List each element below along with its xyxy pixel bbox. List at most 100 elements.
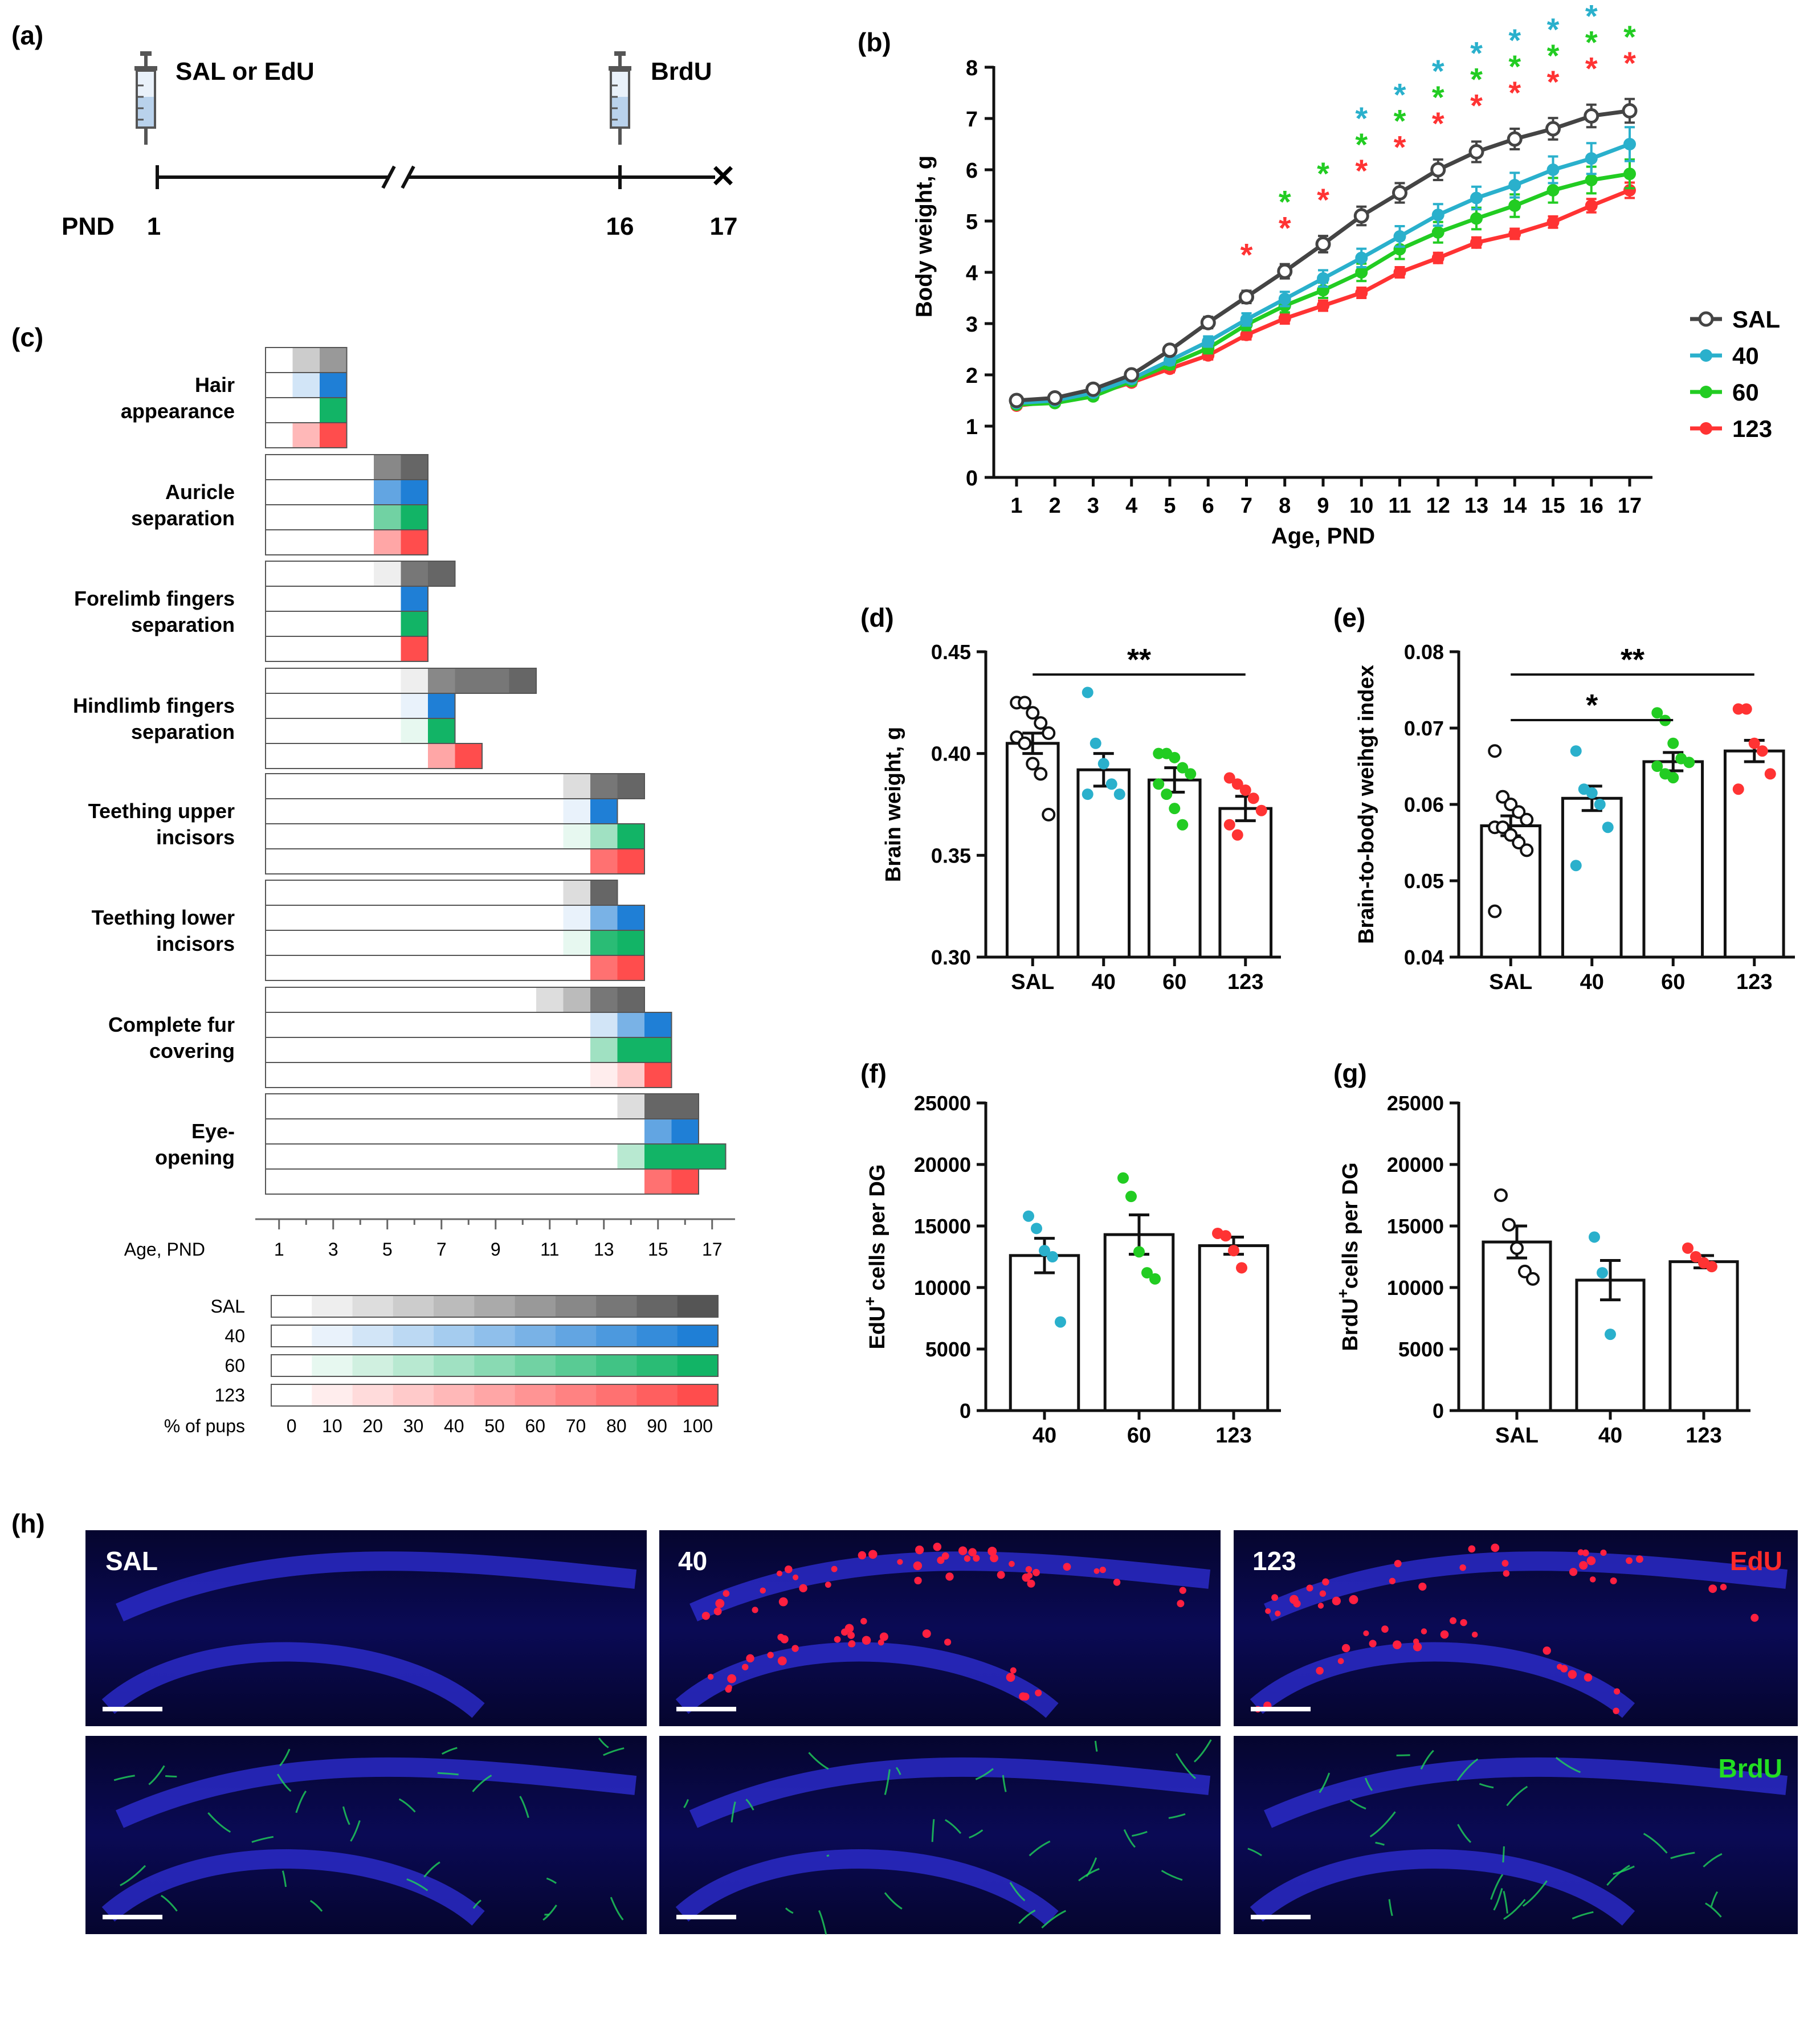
panel-g-y-tick-label: 0 bbox=[1433, 1399, 1444, 1423]
h-edu-cell bbox=[1093, 1568, 1100, 1574]
h-edu-cell bbox=[1579, 1561, 1588, 1570]
b-x-tick-label: 5 bbox=[1164, 494, 1176, 518]
c-legend-group-label: 123 bbox=[215, 1385, 245, 1405]
h-brdu-vessel bbox=[1613, 1865, 1635, 1875]
h-edu-cell bbox=[878, 1639, 884, 1646]
panel-f-x-tick-label: 123 bbox=[1215, 1424, 1251, 1448]
b-y-tick-label: 6 bbox=[966, 159, 978, 183]
c-cell-SAL bbox=[292, 348, 320, 372]
h-edu-cell bbox=[1393, 1640, 1402, 1649]
panel-e-datapoint-123 bbox=[1732, 703, 1744, 715]
panel-d-datapoint-123 bbox=[1247, 792, 1259, 804]
b-legend-label-60: 60 bbox=[1732, 379, 1759, 406]
b-y-tick-label: 2 bbox=[966, 364, 978, 388]
h-edu-cell bbox=[1369, 1640, 1377, 1648]
h-edu-cell bbox=[1577, 1549, 1584, 1556]
h-brdu-vessel bbox=[398, 1798, 416, 1813]
c-legend-group-label: 40 bbox=[225, 1326, 245, 1346]
pnd-tick: 1 bbox=[147, 212, 161, 240]
h-brdu-vessel bbox=[895, 1767, 901, 1775]
h-brdu-vessel bbox=[1175, 1753, 1196, 1779]
panel-d-datapoint-60 bbox=[1177, 819, 1189, 831]
c-legend-swatch-SAL bbox=[474, 1295, 516, 1317]
c-milestone-label: appearance bbox=[121, 399, 235, 423]
h-brdu-vessel bbox=[1555, 1756, 1581, 1773]
c-legend-swatch-60 bbox=[312, 1355, 353, 1376]
panel-e-datapoint-SAL bbox=[1488, 904, 1502, 918]
panel-f-datapoint-40 bbox=[1031, 1223, 1042, 1235]
h-edu-cell bbox=[1589, 1576, 1596, 1583]
h-brdu-vessel bbox=[603, 1747, 625, 1756]
panel-e-x-tick-label: SAL bbox=[1489, 970, 1532, 994]
b-point-60 bbox=[1508, 199, 1521, 212]
c-cell-SAL bbox=[563, 881, 590, 905]
panel-d-datapoint-60 bbox=[1153, 747, 1165, 759]
h-edu-cell bbox=[1026, 1572, 1033, 1579]
c-legend-swatch-SAL bbox=[393, 1295, 434, 1317]
panel-e-bar-40 bbox=[1561, 796, 1623, 959]
panel-g-datapoint-SAL bbox=[1502, 1217, 1516, 1232]
h-brdu-vessel bbox=[683, 1799, 689, 1808]
h-edu-cell bbox=[1459, 1564, 1466, 1571]
b-point-123 bbox=[1546, 215, 1560, 228]
h-brdu-vessel bbox=[1041, 1910, 1067, 1929]
panel-d-datapoint-SAL bbox=[1034, 716, 1048, 730]
b-significance-star-40: * bbox=[1547, 11, 1560, 47]
b-point-SAL bbox=[1047, 390, 1063, 406]
panel-f-datapoint-123 bbox=[1220, 1230, 1231, 1242]
panel-d-datapoint-60 bbox=[1169, 803, 1181, 815]
c-cell-60 bbox=[374, 612, 401, 636]
c-cell-60 bbox=[374, 505, 401, 529]
h-edu-cell bbox=[713, 1607, 722, 1616]
c-cell-60 bbox=[590, 1038, 618, 1062]
b-x-tick-label: 11 bbox=[1388, 494, 1411, 518]
panel-e-x-tick-label: 60 bbox=[1661, 970, 1685, 994]
b-point-40 bbox=[1508, 179, 1521, 191]
b-y-tick-label: 1 bbox=[966, 415, 978, 439]
h-brdu-vessel bbox=[1247, 1848, 1262, 1857]
h-edu-cell bbox=[1568, 1670, 1577, 1679]
h-brdu-vessel bbox=[785, 1907, 794, 1914]
c-cell-60 bbox=[401, 612, 428, 636]
c-cell-40 bbox=[374, 480, 401, 504]
panel-f-datapoint-60 bbox=[1117, 1172, 1129, 1184]
b-significance-star-40: * bbox=[1432, 53, 1444, 89]
panel-f-y-tick-label: 5000 bbox=[925, 1338, 971, 1361]
h-granule-band bbox=[116, 1757, 637, 1828]
c-cell-SAL bbox=[509, 669, 536, 693]
c-legend-swatch-SAL bbox=[312, 1295, 353, 1317]
h-brdu-vessel bbox=[1420, 1750, 1434, 1770]
b-significance-star-40: * bbox=[1355, 100, 1368, 136]
panel-h-label: (h) bbox=[11, 1509, 45, 1538]
b-point-60 bbox=[1431, 226, 1444, 239]
b-y-tick-label: 7 bbox=[966, 108, 978, 132]
c-legend-swatch-SAL bbox=[636, 1295, 678, 1317]
c-legend-swatch-123 bbox=[434, 1384, 475, 1406]
b-y-tick-label: 5 bbox=[966, 210, 978, 234]
c-cell-SAL bbox=[617, 1094, 644, 1118]
c-milestone-label: Teething upper bbox=[88, 799, 235, 823]
h-brdu-vessel bbox=[165, 1775, 177, 1778]
h-edu-cell bbox=[968, 1548, 977, 1556]
h-brdu-vessel bbox=[148, 1765, 165, 1785]
b-point-60 bbox=[1546, 184, 1560, 197]
c-cell-123 bbox=[590, 956, 618, 980]
h-granule-band bbox=[1264, 1757, 1788, 1828]
h-brdu-vessel bbox=[731, 1801, 736, 1822]
h-brdu-vessel bbox=[969, 1829, 984, 1839]
b-legend-label-123: 123 bbox=[1732, 415, 1772, 442]
c-cell-123 bbox=[455, 744, 482, 768]
h-brdu-vessel bbox=[281, 1870, 287, 1887]
c-cell-60 bbox=[401, 505, 428, 529]
c-legend-swatch-40 bbox=[393, 1325, 434, 1347]
h-edu-cell bbox=[941, 1552, 949, 1560]
b-point-123 bbox=[1585, 199, 1598, 212]
b-legend-marker-60 bbox=[1700, 386, 1712, 398]
c-cell-123 bbox=[401, 637, 428, 661]
c-cell-SAL bbox=[563, 988, 590, 1012]
panel-d-datapoint-SAL bbox=[1042, 726, 1056, 740]
b-legend-marker-SAL bbox=[1698, 311, 1714, 327]
h-brdu-vessel bbox=[1009, 1882, 1026, 1902]
panel-f-y-tick-label: 0 bbox=[960, 1399, 971, 1423]
panel-g-ylabel: BrdU+cells per DG bbox=[1334, 1162, 1362, 1351]
